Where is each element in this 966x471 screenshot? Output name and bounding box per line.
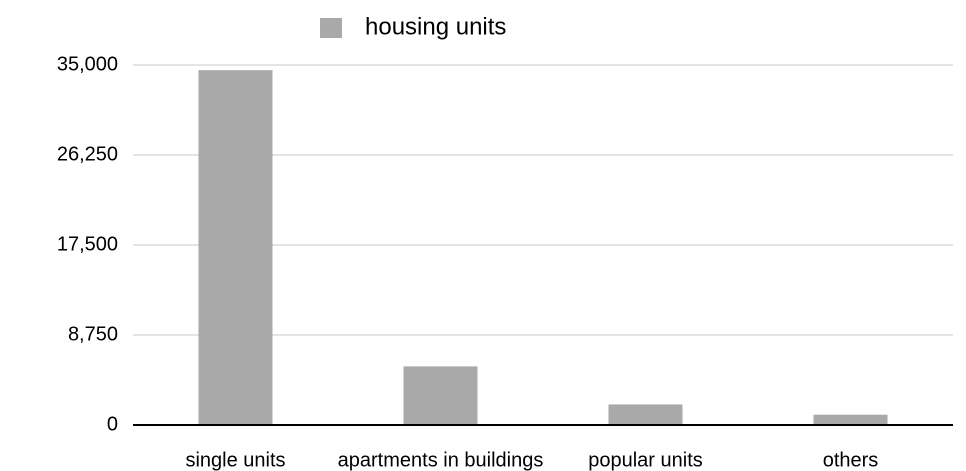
legend-label: housing units xyxy=(365,13,506,40)
y-tick-label: 26,250 xyxy=(57,143,118,165)
legend-swatch xyxy=(320,18,342,38)
y-tick-label: 8,750 xyxy=(68,323,118,345)
y-tick-label: 35,000 xyxy=(57,53,118,75)
x-tick-label: apartments in buildings xyxy=(338,449,544,471)
x-tick-label: others xyxy=(823,449,879,471)
y-tick-label: 0 xyxy=(107,413,118,435)
bar xyxy=(813,414,888,425)
x-tick-label: popular units xyxy=(588,449,703,471)
bar xyxy=(403,366,478,425)
bar xyxy=(608,404,683,425)
bar xyxy=(198,70,273,426)
x-tick-label: single units xyxy=(185,449,285,471)
y-tick-label: 17,500 xyxy=(57,233,118,255)
